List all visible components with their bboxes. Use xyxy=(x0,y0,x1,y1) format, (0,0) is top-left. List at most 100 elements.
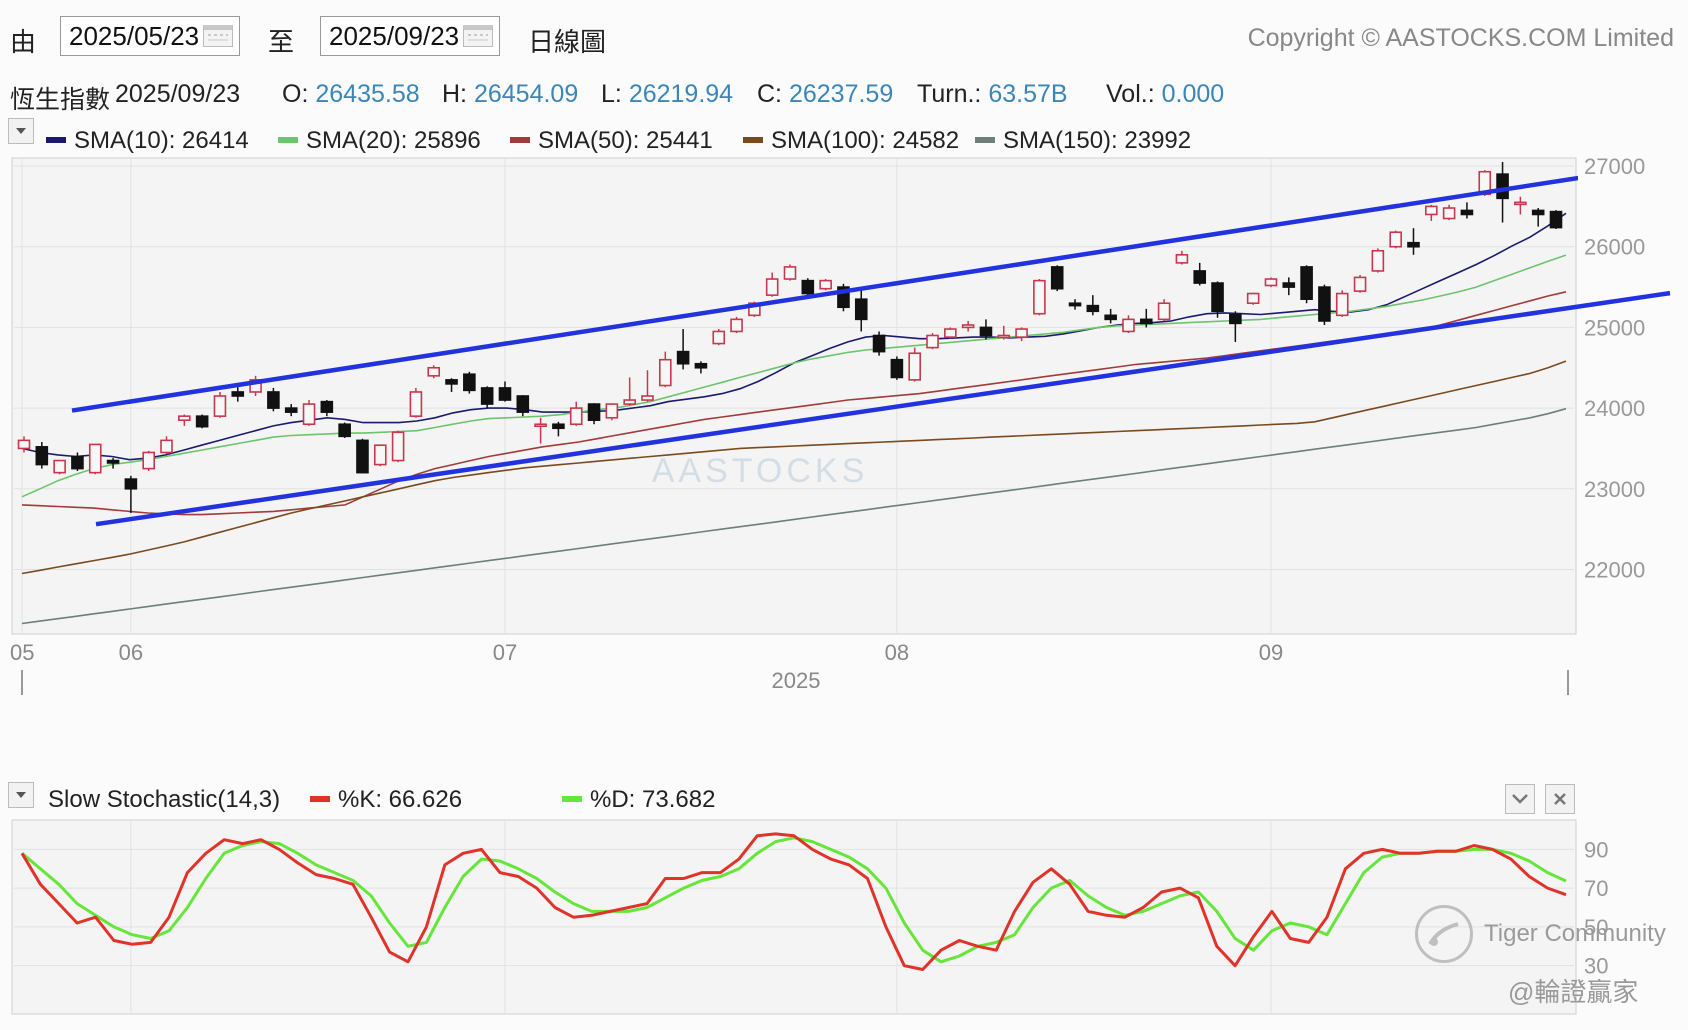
stochastic-chart[interactable]: 90 70 50 30 xyxy=(0,818,1688,1018)
candle[interactable] xyxy=(498,381,512,402)
candle[interactable] xyxy=(1371,248,1385,273)
candle[interactable] xyxy=(427,365,441,379)
candle[interactable] xyxy=(249,375,262,396)
candle[interactable] xyxy=(1211,281,1224,318)
candle[interactable] xyxy=(1033,279,1046,316)
candle[interactable] xyxy=(213,391,227,418)
candle[interactable] xyxy=(1157,299,1171,321)
candle[interactable] xyxy=(71,452,84,472)
candle-body xyxy=(926,334,939,349)
candle[interactable] xyxy=(712,329,726,346)
candle[interactable] xyxy=(338,422,351,438)
end-date-input[interactable]: 2025/09/23 xyxy=(320,16,500,56)
candle[interactable] xyxy=(1139,308,1153,328)
candle[interactable] xyxy=(106,458,120,469)
candle[interactable] xyxy=(1389,230,1402,249)
candle[interactable] xyxy=(961,320,975,332)
candle[interactable] xyxy=(605,403,619,421)
candle[interactable] xyxy=(284,404,298,417)
candle[interactable] xyxy=(908,347,921,382)
candle[interactable] xyxy=(1514,196,1527,215)
candle[interactable] xyxy=(35,441,49,469)
candle[interactable] xyxy=(1425,204,1438,221)
start-date-input[interactable]: 2025/05/23 xyxy=(60,16,240,56)
candle[interactable] xyxy=(445,378,458,392)
candle[interactable] xyxy=(320,400,334,417)
candle[interactable] xyxy=(1531,208,1545,227)
chart-type-selector[interactable]: 日線圖 xyxy=(528,27,607,57)
candle[interactable] xyxy=(676,329,690,370)
candle[interactable] xyxy=(819,279,832,291)
candle[interactable] xyxy=(1300,265,1313,304)
candle[interactable] xyxy=(890,356,904,380)
calendar-icon[interactable] xyxy=(203,25,233,47)
candle[interactable] xyxy=(1104,308,1117,324)
candle[interactable] xyxy=(1246,292,1260,305)
candle[interactable] xyxy=(979,319,993,340)
candle[interactable] xyxy=(1353,274,1367,293)
candle[interactable] xyxy=(534,417,547,444)
candle[interactable] xyxy=(1460,202,1474,219)
candle[interactable] xyxy=(926,333,939,350)
candle[interactable] xyxy=(1175,250,1189,265)
candlestick-chart[interactable]: AASTOCKS 270002600025000240002300022000 … xyxy=(0,150,1688,710)
collapse-button[interactable] xyxy=(1505,784,1535,814)
candle[interactable] xyxy=(944,327,957,339)
candle[interactable] xyxy=(801,278,815,297)
candle[interactable] xyxy=(1068,299,1082,310)
candle[interactable] xyxy=(1442,204,1456,221)
candle[interactable] xyxy=(1193,262,1207,286)
candle[interactable] xyxy=(1122,315,1135,334)
candle[interactable] xyxy=(783,264,797,281)
candle[interactable] xyxy=(373,444,387,467)
close-button[interactable] xyxy=(1545,784,1575,814)
candle[interactable] xyxy=(623,377,636,406)
candle[interactable] xyxy=(569,401,583,426)
candle[interactable] xyxy=(463,371,476,394)
open-value: 26435.58 xyxy=(315,80,420,108)
candle[interactable] xyxy=(659,351,672,388)
candle[interactable] xyxy=(1318,284,1331,326)
candle[interactable] xyxy=(1086,295,1100,316)
candle[interactable] xyxy=(480,386,494,409)
candle[interactable] xyxy=(641,370,654,402)
candle[interactable] xyxy=(142,450,155,472)
candle[interactable] xyxy=(1549,210,1563,230)
candle[interactable] xyxy=(53,459,66,475)
candle[interactable] xyxy=(124,475,138,513)
candle[interactable] xyxy=(872,331,886,356)
candle[interactable] xyxy=(1496,162,1509,223)
candle-body xyxy=(1335,292,1349,317)
candle[interactable] xyxy=(302,400,316,426)
candle[interactable] xyxy=(88,443,102,475)
main-chart-menu-button[interactable] xyxy=(8,118,34,144)
candle[interactable] xyxy=(694,361,708,374)
candle[interactable] xyxy=(160,436,173,455)
candle[interactable] xyxy=(267,387,280,412)
indicator-menu-button[interactable] xyxy=(8,782,34,808)
candle[interactable] xyxy=(1282,277,1296,296)
candle[interactable] xyxy=(356,438,369,474)
candle[interactable] xyxy=(730,316,743,334)
candle[interactable] xyxy=(409,387,423,418)
candle-body xyxy=(498,387,512,401)
candle[interactable] xyxy=(854,288,868,332)
candle[interactable] xyxy=(195,414,209,429)
candle[interactable] xyxy=(1335,290,1349,317)
candle[interactable] xyxy=(1229,311,1242,342)
from-label: 由 xyxy=(10,27,37,57)
candle[interactable] xyxy=(997,325,1011,340)
candle[interactable] xyxy=(587,403,601,425)
candle[interactable] xyxy=(1015,327,1028,342)
candle[interactable] xyxy=(1407,228,1420,255)
candle[interactable] xyxy=(1050,265,1064,292)
calendar-icon[interactable] xyxy=(463,25,493,47)
candle[interactable] xyxy=(391,430,405,463)
candle[interactable] xyxy=(178,414,191,426)
candle[interactable] xyxy=(837,283,850,312)
candle[interactable] xyxy=(1264,277,1278,288)
candle[interactable] xyxy=(552,421,565,437)
candle[interactable] xyxy=(516,395,530,417)
candle[interactable] xyxy=(17,436,31,453)
candle[interactable] xyxy=(765,272,779,297)
